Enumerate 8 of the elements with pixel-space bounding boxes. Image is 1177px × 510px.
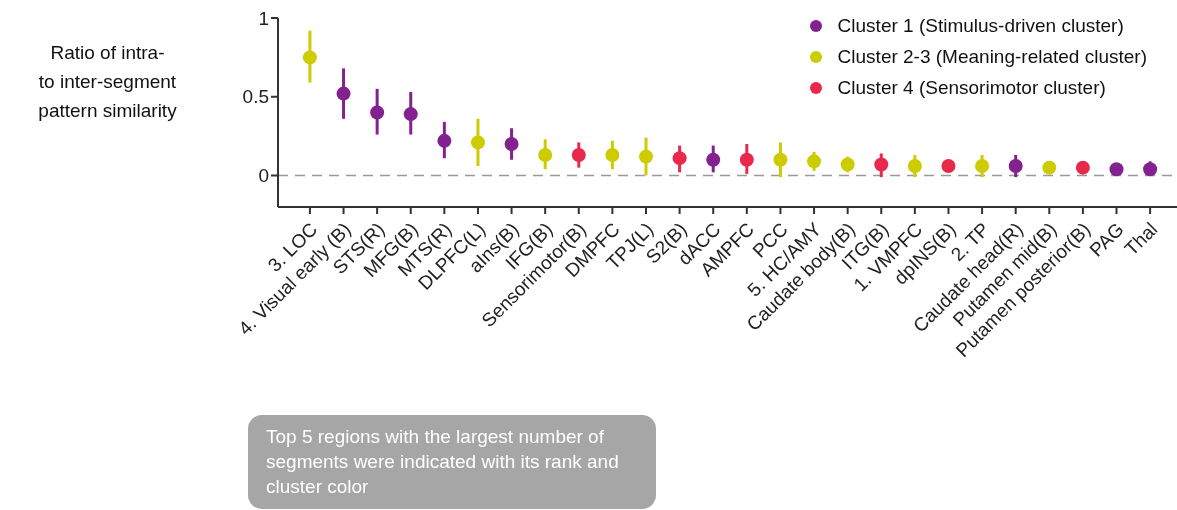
y-tick-label: 1 — [258, 7, 269, 29]
y-tick-label: 0.5 — [242, 86, 269, 108]
y-axis-title: Ratio of intra- to inter-segment pattern similarity — [37, 41, 178, 123]
y-tick-label: 0 — [258, 165, 269, 187]
legend-label: Cluster 1 (Stimulus-driven cluster) — [837, 14, 1124, 38]
text: Top 5 regions with the largest number of segments were indicated with its rank and cluster color — [248, 415, 656, 509]
legend-label: Cluster 2-3 (Meaning-related cluster) — [837, 45, 1147, 69]
legend-label: Cluster 4 (Sensorimotor cluster) — [837, 76, 1106, 100]
